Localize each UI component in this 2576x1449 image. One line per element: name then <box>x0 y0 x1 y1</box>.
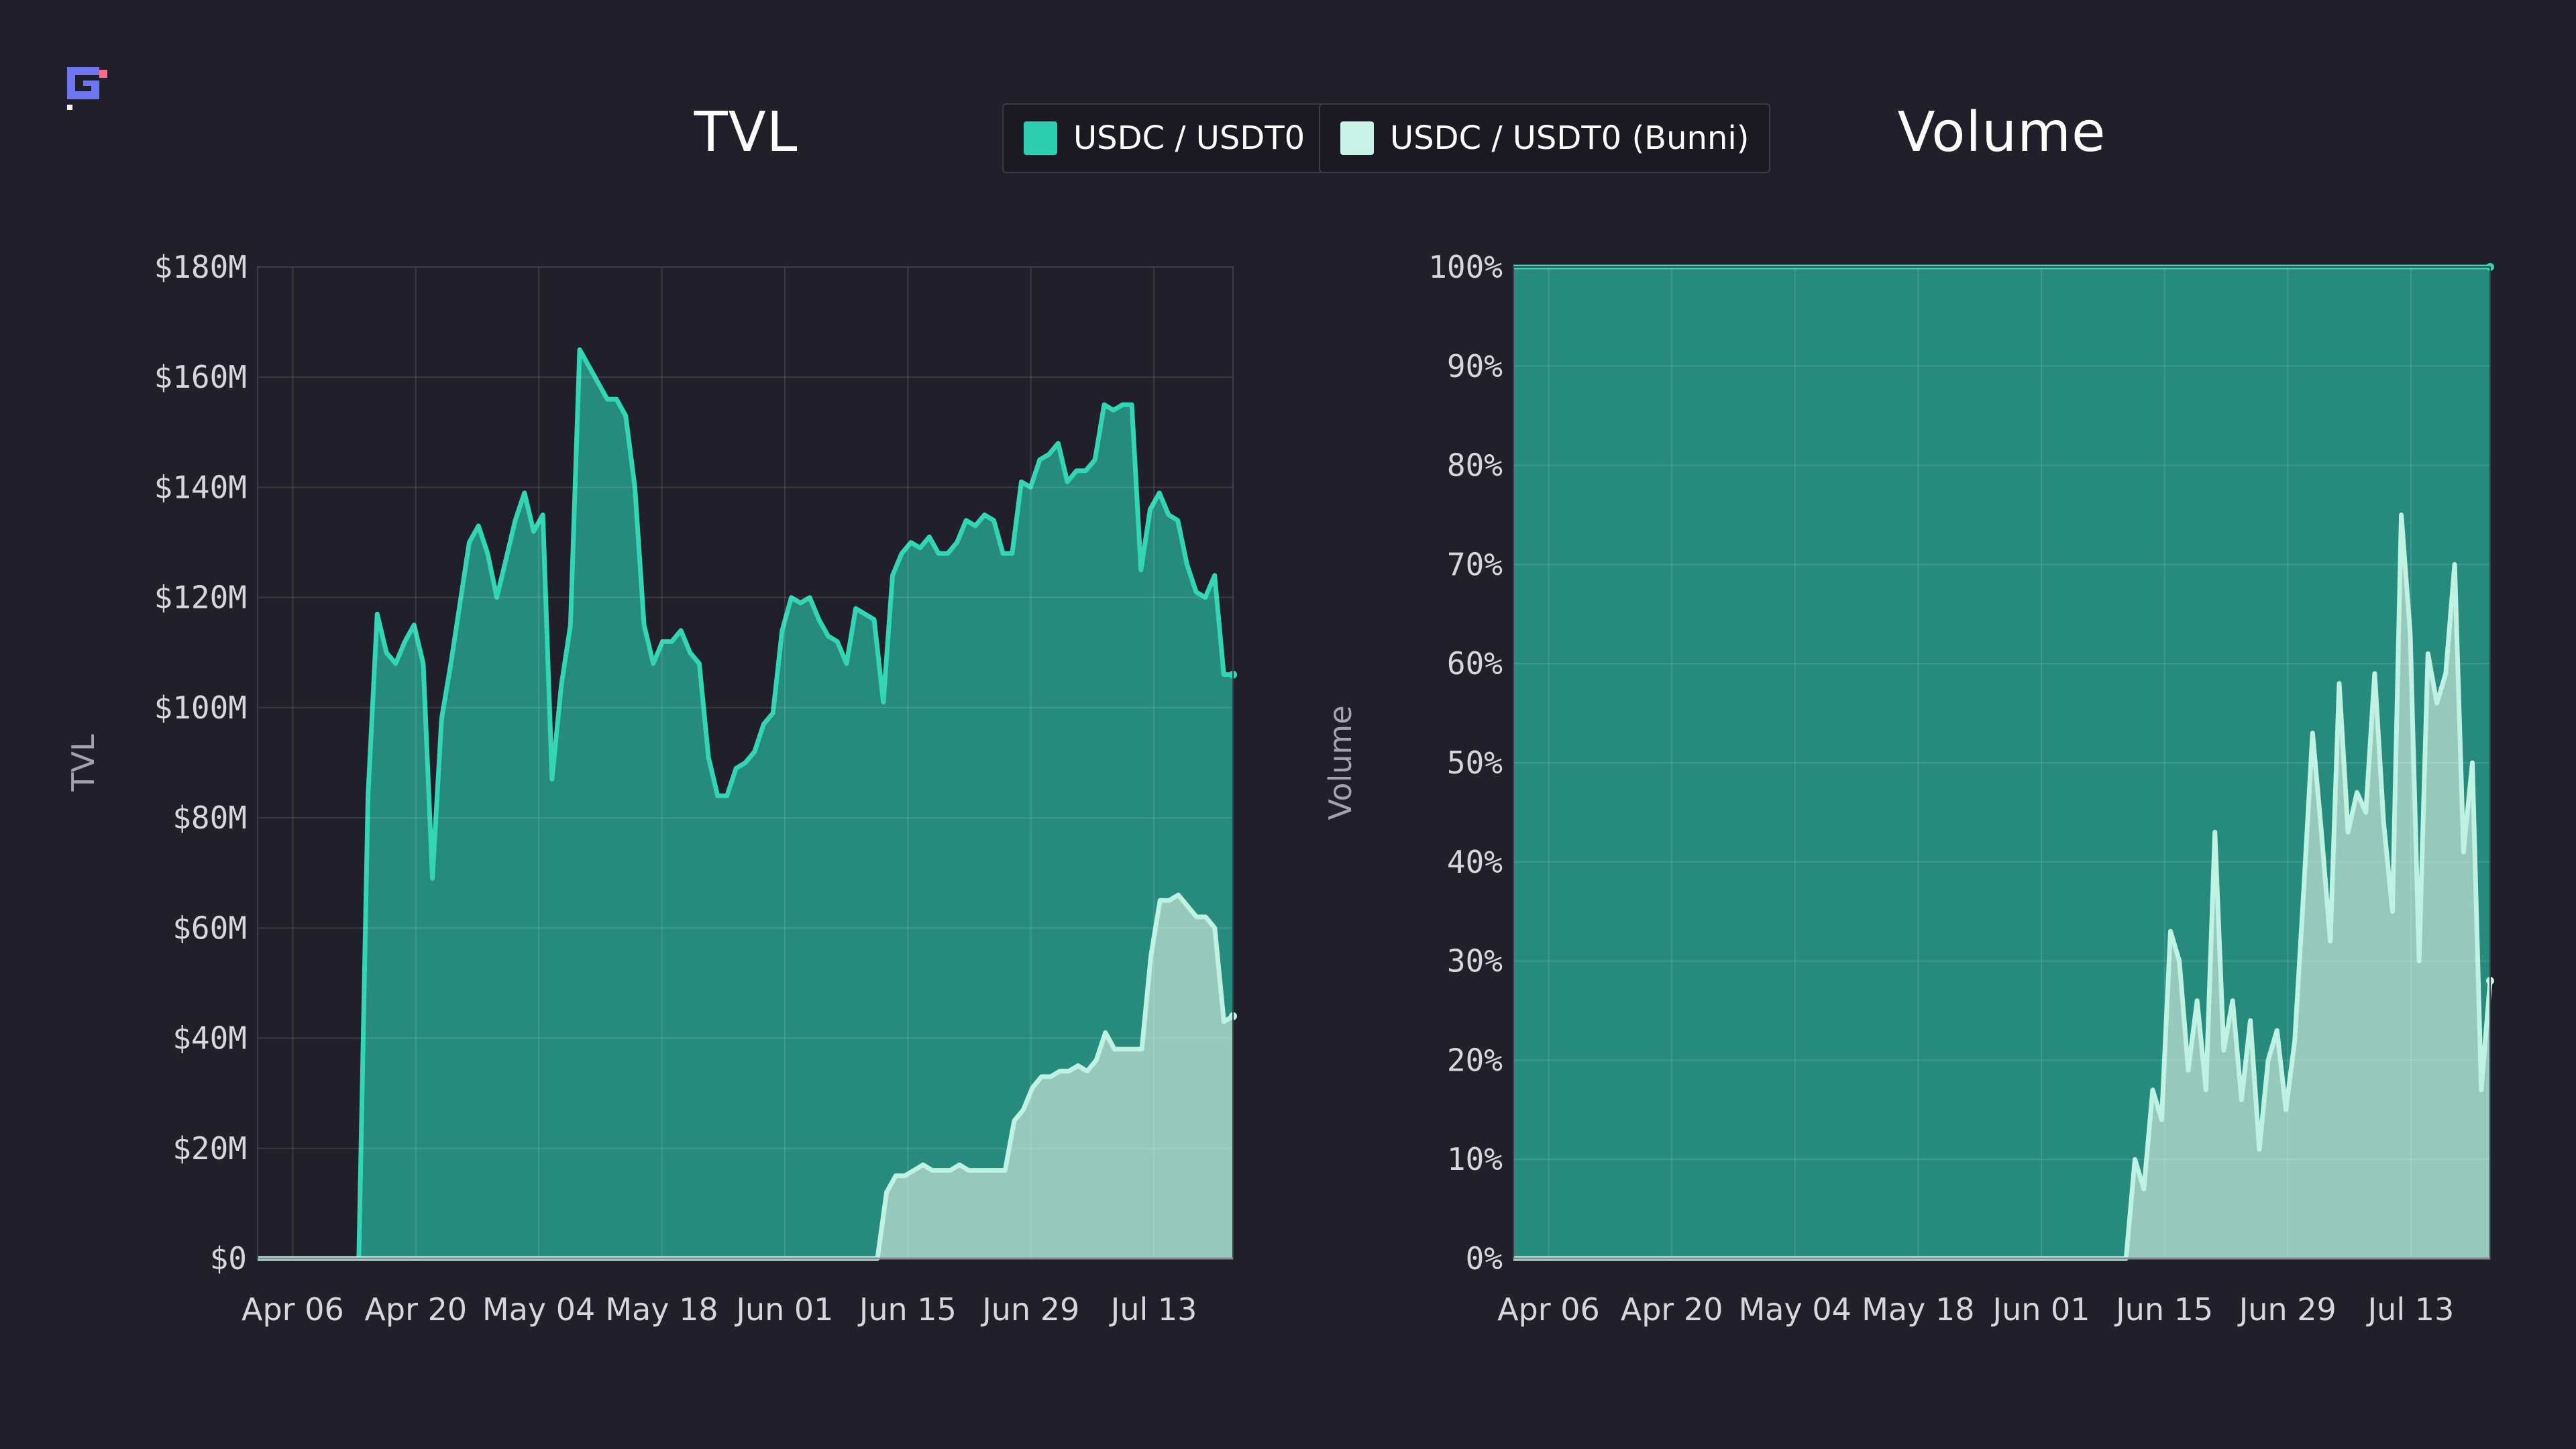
y-tick-label: 0% <box>1466 1240 1503 1277</box>
series <box>1513 263 2494 1261</box>
y-tick-label: $60M <box>172 910 247 946</box>
y-tick-label: 60% <box>1447 645 1503 682</box>
legend-label: USDC / USDT0 (Bunni) <box>1390 119 1750 157</box>
logo-accent <box>99 70 107 78</box>
volume-chart: 0% 10% 20% 30% 40% 50% 60% 70% 80% 90% 100% Apr 06 A… <box>1322 249 2494 1328</box>
tvl-chart-title: TVL <box>694 101 798 164</box>
y-axis-label: Volume <box>1322 705 1358 820</box>
x-tick-label: Apr 06 <box>1497 1291 1600 1328</box>
y-tick-label: $80M <box>172 800 247 836</box>
y-tick-label: 70% <box>1447 546 1503 582</box>
x-tick-label: Jun 01 <box>1991 1291 2090 1328</box>
x-tick-label: Jun 15 <box>2114 1291 2213 1328</box>
x-tick-label: Jun 29 <box>980 1291 1079 1328</box>
x-tick-label: Jun 01 <box>734 1291 833 1328</box>
y-tick-label: 10% <box>1447 1141 1503 1177</box>
y-tick-label: $120M <box>154 580 247 616</box>
y-tick-label: $180M <box>154 249 247 285</box>
series-area <box>258 895 1233 1258</box>
x-tick-label: Apr 06 <box>241 1291 344 1328</box>
series-area <box>1513 267 2490 1258</box>
y-tick-label: 40% <box>1447 844 1503 880</box>
logo-block <box>83 80 99 86</box>
volume-chart-title: Volume <box>1897 101 2106 164</box>
y-tick-label: 90% <box>1447 348 1503 384</box>
legend-item-usdc-usdt0-bunni[interactable]: USDC / USDT0 (Bunni) <box>1319 103 1771 173</box>
y-tick-label: $140M <box>154 469 247 505</box>
y-tick-label: 20% <box>1447 1042 1503 1078</box>
legend-swatch <box>1024 121 1057 155</box>
x-tick-label: May 04 <box>482 1291 595 1328</box>
x-tick-label: May 18 <box>605 1291 718 1328</box>
x-tick-label: Jul 13 <box>1109 1291 1197 1328</box>
y-tick-label: 50% <box>1447 745 1503 781</box>
x-tick-label: Jun 15 <box>857 1291 957 1328</box>
y-tick-label: $20M <box>172 1130 247 1167</box>
logo-dot <box>67 105 72 110</box>
series-line <box>258 347 1233 1261</box>
y-tick-label: 100% <box>1428 249 1503 285</box>
legend-label: USDC / USDT0 <box>1073 119 1305 157</box>
x-tick-label: May 18 <box>1862 1291 1974 1328</box>
brand-logo-icon <box>67 67 107 110</box>
x-tick-label: Apr 20 <box>364 1291 467 1328</box>
tvl-chart: $0 $20M $40M $60M $80M $100M $120M $140M $160M $1… <box>65 249 1237 1328</box>
y-axis-label: TVL <box>65 734 101 792</box>
legend-item-usdc-usdt0[interactable]: USDC / USDT0 <box>1002 103 1327 173</box>
y-tick-label: $160M <box>154 359 247 395</box>
y-tick-label: 80% <box>1447 447 1503 484</box>
y-tick-label: $40M <box>172 1020 247 1057</box>
x-tick-label: Apr 20 <box>1621 1291 1723 1328</box>
series-area <box>258 350 1233 1259</box>
legend-swatch <box>1340 121 1374 155</box>
y-tick-label: 30% <box>1447 943 1503 979</box>
x-tick-label: May 04 <box>1739 1291 1851 1328</box>
x-tick-label: Jun 29 <box>2237 1291 2337 1328</box>
x-tick-label: Jul 13 <box>2366 1291 2455 1328</box>
y-tick-label: $100M <box>154 690 247 726</box>
y-tick-label: $0 <box>210 1240 247 1277</box>
